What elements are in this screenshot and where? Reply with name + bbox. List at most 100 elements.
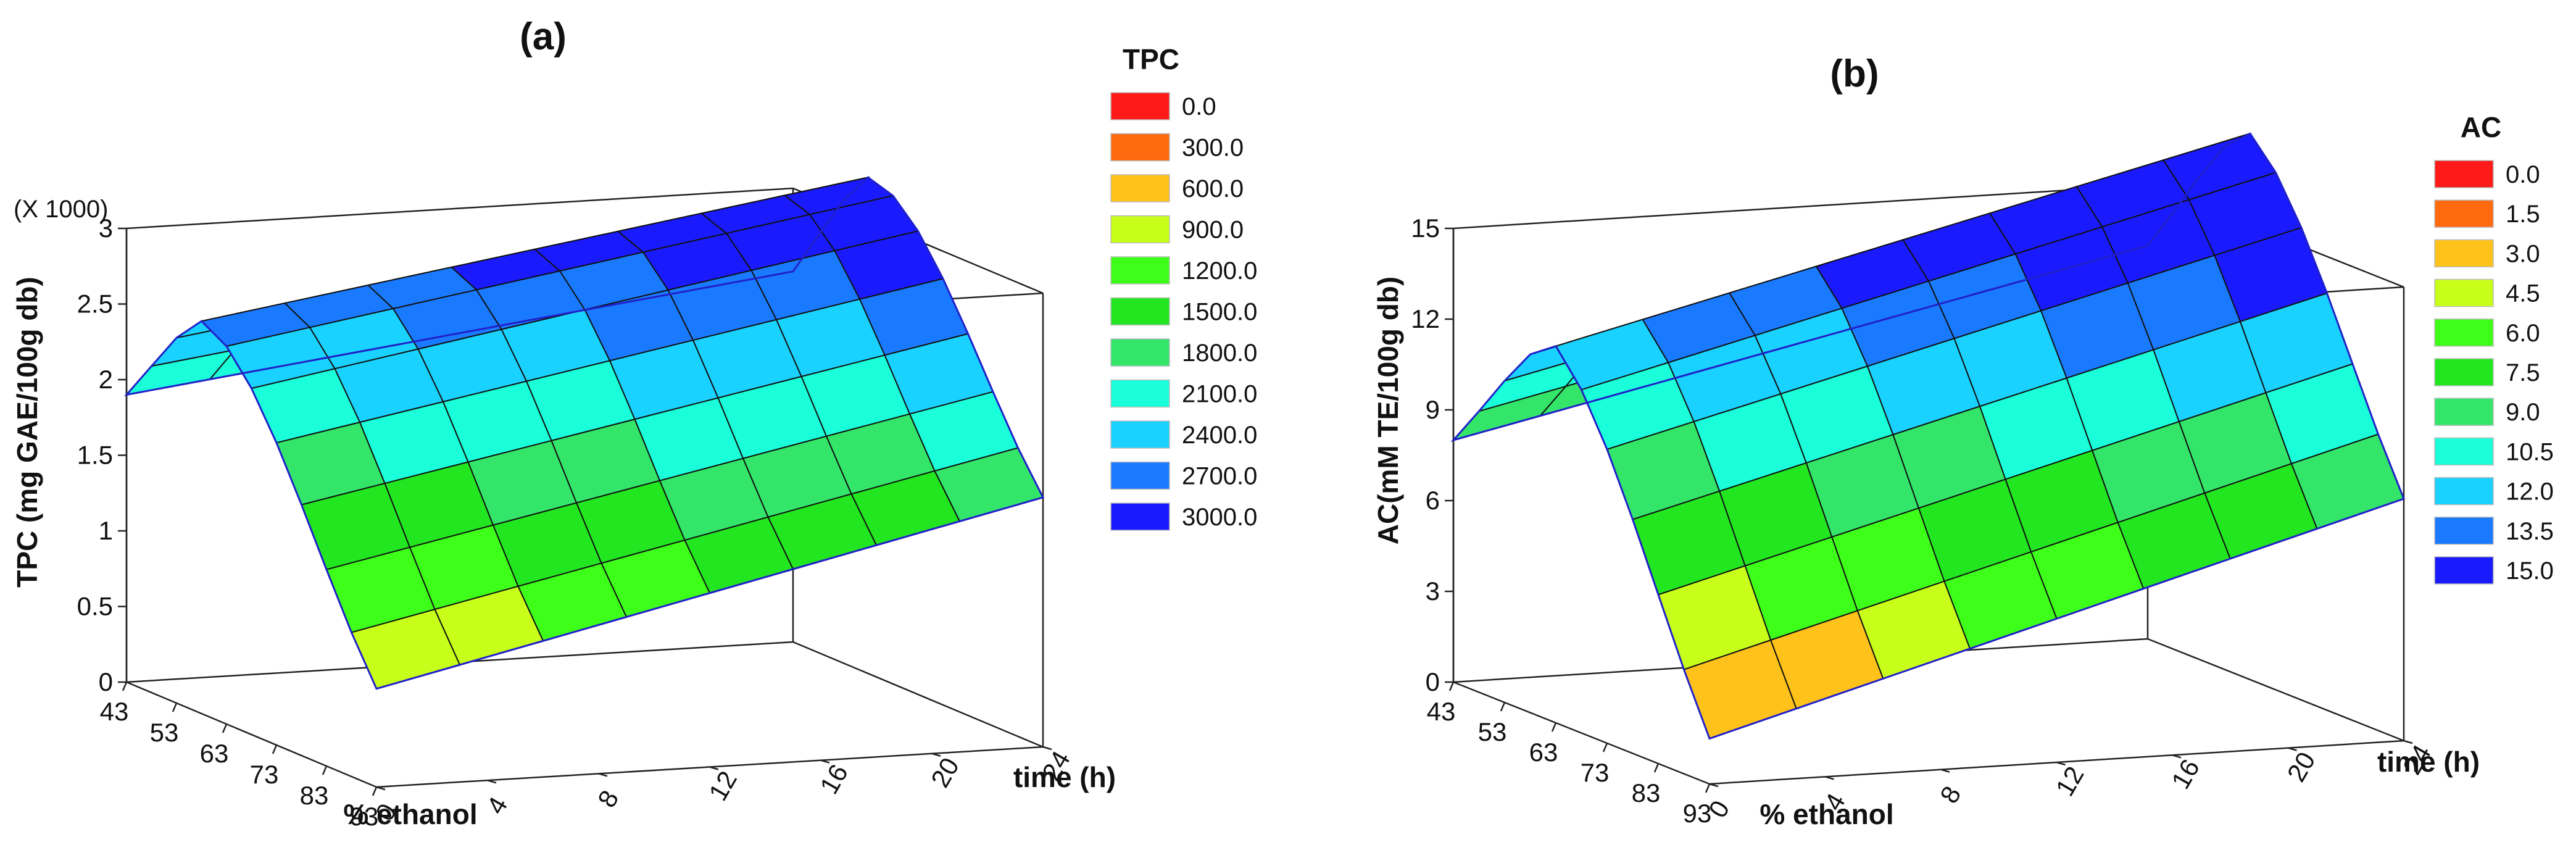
legend-swatch — [1110, 92, 1170, 120]
z-tick-label: 0 — [1426, 667, 1440, 696]
surface — [1452, 133, 2405, 740]
legend-label: 1800.0 — [1182, 340, 1257, 367]
x-tick-mark — [1448, 681, 1455, 691]
x-tick-label: 53 — [150, 718, 179, 747]
panel-label: (b) — [1830, 52, 1879, 95]
y-tick-mark — [1042, 746, 1052, 751]
y-axis-label: time (h) — [1013, 761, 1116, 793]
x-tick-mark — [372, 786, 378, 796]
box-edge — [1453, 681, 1710, 785]
legend-swatch — [2434, 199, 2494, 228]
x-tick-mark — [122, 681, 128, 691]
x-axis-label: % ethanol — [1760, 798, 1893, 830]
y-tick-mark — [709, 766, 719, 770]
y-tick-mark — [931, 752, 941, 757]
legend-swatch — [1110, 461, 1170, 490]
legend-label: 2400.0 — [1182, 422, 1257, 449]
legend-label: 13.5 — [2506, 518, 2554, 545]
legend-swatch — [1110, 215, 1170, 244]
legend-swatch — [1110, 297, 1170, 326]
legend-label: 600.0 — [1182, 175, 1244, 202]
z-tick-label: 0 — [99, 667, 113, 696]
x-tick-label: 83 — [1632, 778, 1661, 807]
z-tick-label: 9 — [1426, 395, 1440, 424]
box-edge — [792, 641, 1044, 748]
x-tick-mark — [272, 744, 278, 754]
legend-swatch — [1110, 420, 1170, 449]
x-tick-mark — [322, 765, 328, 775]
x-tick-label: 53 — [1478, 717, 1507, 746]
legend-label: 4.5 — [2506, 280, 2540, 307]
y-tick-mark — [1709, 783, 1719, 788]
y-tick-label: 12 — [703, 766, 742, 806]
legend-swatch — [2434, 239, 2494, 268]
legend-swatch — [1110, 133, 1170, 162]
surface-outline — [124, 176, 1045, 690]
legend-label: 7.5 — [2506, 359, 2540, 386]
legend-label: 3.0 — [2506, 240, 2540, 267]
y-tick-label: 4 — [481, 792, 513, 819]
y-tick-mark — [598, 773, 608, 777]
y-tick-mark — [2172, 754, 2182, 759]
y-tick-label: 16 — [814, 759, 854, 799]
legend-label: 12.0 — [2506, 478, 2554, 506]
legend-swatch — [1110, 174, 1170, 202]
legend-label: 15.0 — [2506, 557, 2554, 585]
legend-swatch — [1110, 256, 1170, 285]
legend-swatch — [2434, 319, 2494, 347]
x-tick-label: 63 — [1529, 738, 1558, 767]
y-tick-mark — [820, 759, 830, 764]
y-tick-mark — [2288, 747, 2297, 751]
legend-swatch — [2434, 278, 2494, 307]
x-tick-mark — [1500, 702, 1506, 712]
legend-swatch — [2434, 556, 2494, 585]
z-tick-label: 12 — [1411, 304, 1440, 333]
y-tick-mark — [1940, 769, 1950, 773]
legend-label: 3000.0 — [1182, 504, 1257, 531]
legend-swatch — [2434, 398, 2494, 426]
panel-label: (a) — [520, 15, 567, 58]
legend-label: 0.0 — [2506, 161, 2540, 188]
z-axis-label: AC(mM TE/100g db) — [1372, 277, 1404, 544]
y-tick-label: 8 — [592, 785, 624, 812]
legend-label: 1500.0 — [1182, 299, 1257, 326]
legend-label: 900.0 — [1182, 217, 1244, 244]
z-axis-label: TPC (mg GAE/100g db) — [11, 277, 43, 587]
legend-title: AC — [2461, 111, 2501, 143]
z-tick-label: 1 — [99, 516, 113, 545]
x-tick-label: 43 — [1427, 697, 1456, 726]
legend-label: 300.0 — [1182, 135, 1244, 162]
y-tick-label: 16 — [2166, 754, 2205, 794]
x-tick-mark — [1602, 743, 1608, 752]
legend-swatch — [2434, 358, 2494, 386]
y-tick-mark — [1825, 776, 1834, 780]
y-tick-label: 8 — [1934, 781, 1966, 808]
z-tick-label: 3 — [1426, 577, 1440, 606]
surface — [125, 176, 1044, 690]
x-tick-mark — [222, 723, 228, 733]
box-edge — [126, 681, 377, 788]
x-axis-label: % ethanol — [343, 798, 477, 830]
z-tick-label: 6 — [1426, 486, 1440, 515]
x-tick-mark — [1705, 783, 1711, 793]
x-tick-mark — [172, 702, 178, 712]
x-tick-label: 73 — [1581, 758, 1610, 787]
legend-swatch — [2434, 477, 2494, 506]
y-tick-mark — [376, 786, 386, 791]
box-edge — [2147, 638, 2404, 742]
legend-swatch — [2434, 517, 2494, 545]
legend-swatch — [1110, 502, 1170, 531]
legend-swatch — [2434, 437, 2494, 466]
surface-outline — [1450, 132, 2405, 740]
legend-label: 6.0 — [2506, 320, 2540, 347]
z-tick-label: 2 — [99, 365, 113, 394]
x-tick-label: 73 — [250, 760, 279, 789]
z-multiplier: (X 1000) — [14, 196, 108, 223]
legend-label: 1200.0 — [1182, 257, 1257, 285]
legend-swatch — [1110, 338, 1170, 367]
z-tick-label: 2.5 — [77, 290, 113, 319]
